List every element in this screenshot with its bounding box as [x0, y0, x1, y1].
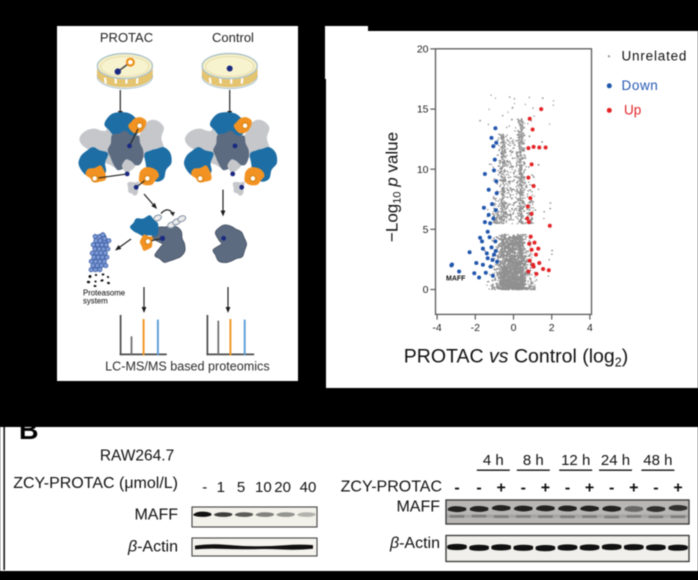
- svg-text:20: 20: [274, 479, 291, 496]
- svg-text:8 h: 8 h: [523, 452, 544, 469]
- svg-text:RAW264.7: RAW264.7: [100, 448, 174, 465]
- svg-text:10: 10: [255, 479, 272, 496]
- svg-text:MAFF: MAFF: [446, 276, 466, 283]
- svg-text:+: +: [541, 480, 550, 497]
- svg-text:Down: Down: [622, 78, 659, 93]
- svg-text:-4: -4: [432, 322, 441, 334]
- svg-text:PROTAC: PROTAC: [100, 30, 153, 45]
- svg-text:-: -: [609, 480, 614, 497]
- svg-text:-: -: [565, 480, 570, 497]
- svg-text:10: 10: [417, 164, 429, 176]
- svg-text:LC-MS/MS based proteomics: LC-MS/MS based proteomics: [105, 360, 269, 374]
- svg-text:−Log10 p value: −Log10 p value: [383, 132, 404, 242]
- svg-text:B: B: [19, 427, 39, 445]
- svg-text:5: 5: [423, 224, 429, 236]
- svg-text:+: +: [497, 480, 506, 497]
- svg-text:4 h: 4 h: [483, 452, 504, 469]
- svg-text:24 h: 24 h: [601, 452, 630, 469]
- svg-text:5: 5: [237, 479, 245, 496]
- svg-text:Control: Control: [212, 30, 254, 45]
- svg-text:2: 2: [549, 322, 555, 334]
- svg-text:4: 4: [587, 322, 593, 334]
- svg-text:-: -: [476, 480, 481, 497]
- svg-text:Unrelated: Unrelated: [622, 49, 688, 64]
- svg-text:1: 1: [217, 479, 225, 496]
- svg-text:12 h: 12 h: [561, 452, 590, 469]
- svg-text:0: 0: [511, 322, 517, 334]
- svg-text:ZCY-PROTAC (μmol/L): ZCY-PROTAC (μmol/L): [13, 475, 178, 492]
- svg-text:-: -: [653, 480, 658, 497]
- svg-text:+: +: [673, 480, 682, 497]
- svg-text:-: -: [454, 480, 459, 497]
- svg-text:20: 20: [417, 44, 429, 56]
- svg-text:48 h: 48 h: [643, 452, 672, 469]
- svg-text:40: 40: [300, 479, 317, 496]
- svg-text:system: system: [83, 297, 108, 306]
- svg-text:β-Actin: β-Actin: [127, 539, 178, 556]
- svg-text:ZCY-PROTAC: ZCY-PROTAC: [341, 479, 442, 496]
- svg-text:-2: -2: [471, 322, 480, 334]
- svg-text:Proteasome: Proteasome: [83, 289, 125, 298]
- svg-text:MAFF: MAFF: [134, 507, 178, 524]
- svg-text:15: 15: [417, 104, 429, 116]
- svg-text:+: +: [629, 480, 638, 497]
- svg-text:Up: Up: [624, 103, 641, 118]
- svg-text:-: -: [521, 480, 526, 497]
- svg-text:+: +: [585, 480, 594, 497]
- svg-text:-: -: [202, 479, 207, 496]
- svg-text:β-Actin: β-Actin: [389, 535, 440, 552]
- svg-text:PROTAC vs Control (log2): PROTAC vs Control (log2): [404, 346, 628, 370]
- svg-text:0: 0: [423, 284, 429, 296]
- svg-text:MAFF: MAFF: [396, 499, 440, 516]
